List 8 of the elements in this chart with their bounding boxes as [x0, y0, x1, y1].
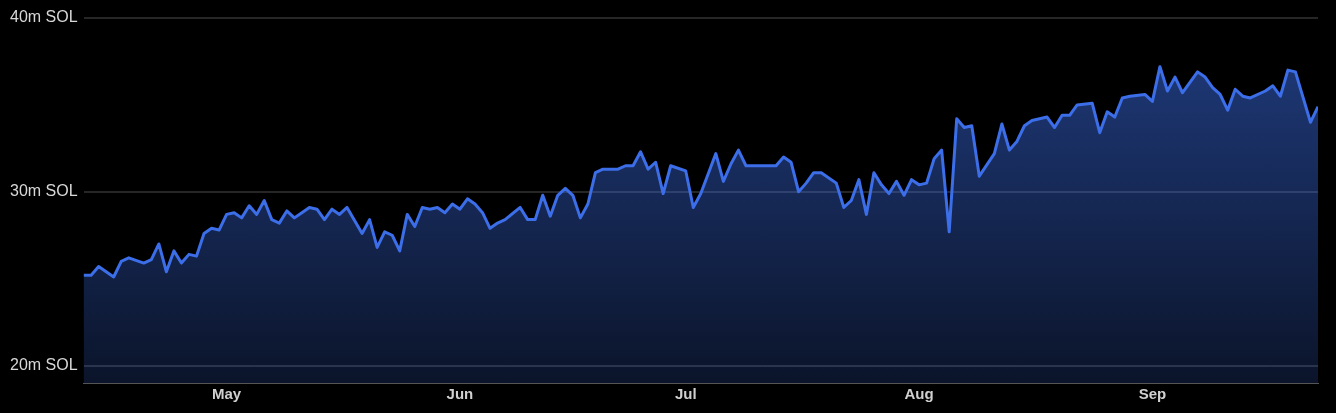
- x-tick-label: May: [212, 385, 242, 403]
- x-tick-label: Aug: [904, 385, 934, 403]
- y-tick-label: 40m SOL: [9, 8, 78, 26]
- x-tick-label: Jul: [674, 385, 697, 403]
- y-tick-label: 20m SOL: [9, 356, 78, 374]
- x-tick-label: Sep: [1138, 385, 1167, 403]
- x-tick-label: Jun: [446, 385, 474, 403]
- y-tick-label: 30m SOL: [9, 182, 78, 200]
